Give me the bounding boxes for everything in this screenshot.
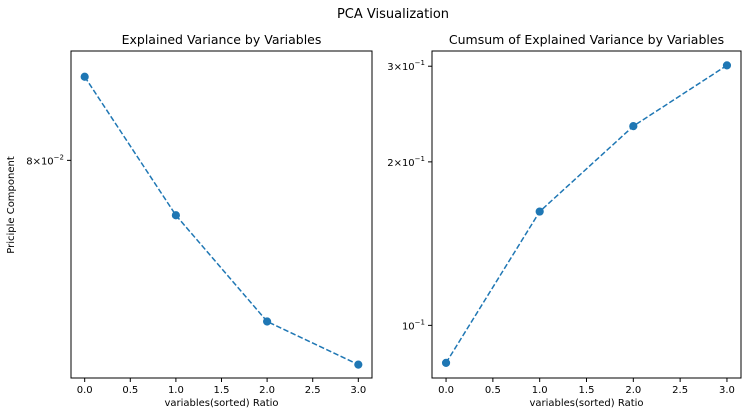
y-tick-base: 10 — [402, 321, 415, 332]
y-tick-label: 2×10−1 — [387, 155, 425, 169]
x-tick-label: 0.0 — [438, 385, 454, 396]
y-tick-exponent: −2 — [54, 153, 64, 161]
x-tick-label: 1.0 — [168, 385, 184, 396]
data-point — [263, 317, 272, 326]
x-tick-label: 3.0 — [350, 385, 366, 396]
x-tick-label: 0.5 — [485, 385, 501, 396]
axes-frame — [70, 50, 373, 379]
figure-suptitle: PCA Visualization — [337, 7, 449, 22]
data-point — [171, 211, 180, 220]
x-tick-label: 1.0 — [532, 385, 548, 396]
explained-variance-chart: Explained Variance by Variables 0.0 0.5 1.0… — [6, 32, 373, 409]
data-point — [354, 360, 363, 369]
y-tick-label: 8×10−2 — [26, 153, 64, 167]
data-point — [722, 61, 732, 70]
x-tick-label: 0.0 — [77, 385, 93, 396]
x-axis-label: variables(sorted) Ratio — [529, 398, 643, 409]
series-line — [84, 76, 359, 366]
x-tick-label: 2.0 — [259, 385, 275, 396]
y-tick-label: 3×10−1 — [387, 59, 425, 73]
y-tick-base: 2×10 — [387, 158, 414, 169]
data-point — [80, 72, 89, 81]
data-point — [535, 207, 544, 216]
data-point — [441, 358, 451, 367]
chart-title: Explained Variance by Variables — [122, 32, 322, 47]
x-tick-label: 1.5 — [214, 385, 230, 396]
x-tick-label: 0.5 — [122, 385, 138, 396]
x-tick-label: 2.5 — [672, 385, 688, 396]
x-tick-label: 3.0 — [719, 385, 735, 396]
y-tick-base: 8×10 — [26, 156, 53, 167]
y-tick-label: 10−1 — [402, 318, 425, 332]
data-point — [629, 122, 638, 131]
x-tick-label: 2.0 — [625, 385, 641, 396]
y-tick-exponent: −1 — [415, 318, 425, 326]
axes-frame — [431, 50, 742, 379]
y-tick-base: 3×10 — [387, 62, 414, 73]
y-tick-exponent: −1 — [415, 59, 425, 67]
x-tick-label: 1.5 — [579, 385, 595, 396]
cumsum-variance-chart: Cumsum of Explained Variance by Variable… — [387, 32, 742, 409]
x-tick-label: 2.5 — [305, 385, 321, 396]
y-tick-exponent: −1 — [415, 155, 425, 163]
x-axis-label: variables(sorted) Ratio — [164, 398, 278, 409]
chart-title: Cumsum of Explained Variance by Variable… — [449, 32, 724, 47]
series-line — [445, 64, 728, 364]
y-axis-label: Priciple Component — [6, 156, 17, 254]
